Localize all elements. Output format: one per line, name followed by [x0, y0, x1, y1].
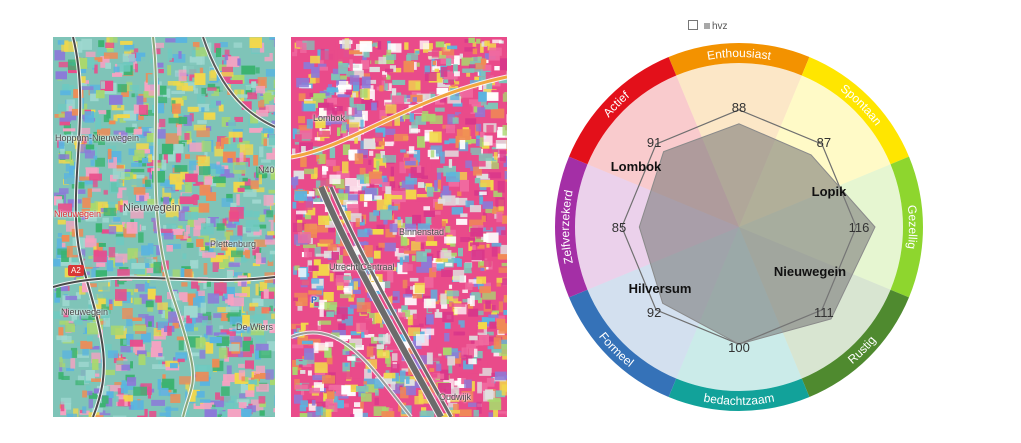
map-label-plettenburg: Plettenburg: [210, 239, 257, 249]
map-nieuwegein[interactable]: Hoppum-Nieuwegein Nieuwegein Nieuwegein …: [53, 37, 275, 417]
value-label: 111: [814, 305, 834, 320]
value-label: 116: [849, 220, 870, 235]
map-label-nieuwegein: Nieuwegein: [123, 202, 181, 214]
legend-swatch-icon: [704, 23, 710, 29]
value-label: 91: [647, 135, 661, 150]
place-label: Hilversum: [629, 281, 692, 296]
road-shield-a2: A2: [68, 265, 84, 276]
place-label: Lopik: [812, 184, 847, 199]
radar-ring-segment: [801, 57, 909, 165]
map-nieuwegein-canvas: [53, 37, 275, 417]
radar-segment-label: Zelfverzekerd: [558, 189, 576, 266]
map-label-nieuwegein-south: Nieuwegein: [61, 307, 109, 317]
map-label-oudwijk: Oudwijk: [439, 392, 472, 402]
map-label-utrecht-centraal: Utrecht Centraal: [329, 262, 395, 272]
map-label-lombok: Lombok: [313, 113, 346, 123]
radar-chart: EnthousiastSpontaanGezelligRustigbedacht…: [555, 43, 923, 411]
place-label: Nieuwegein: [774, 264, 846, 279]
map-label-hoppum: Hoppum-Nieuwegein: [55, 133, 140, 143]
radar-ring-segment: [801, 289, 909, 397]
map-utrecht[interactable]: Lombok Binnenstad Utrecht Centraal Oudwi…: [291, 37, 507, 417]
radar-ring-segment: [890, 156, 923, 298]
value-label: 85: [612, 220, 626, 235]
radar-ring-segment: [569, 289, 677, 397]
radar-segment-label: bedachtzaam: [703, 391, 776, 408]
map-label-nieuwegein-red: Nieuwegein: [54, 209, 102, 219]
radar-ring-segment: [668, 43, 810, 76]
legend-empty-box-icon: [688, 20, 698, 30]
map-utrecht-canvas: [291, 37, 507, 417]
parking-icon: P: [311, 295, 318, 305]
radar-ring-segment: [569, 57, 677, 165]
radar-ring-segment: [555, 156, 588, 298]
map-label-de-wiers: De Wiers: [236, 322, 274, 332]
place-label: Lombok: [611, 159, 662, 174]
legend-series-label: hvz: [712, 21, 728, 32]
radar-ring-segment: [668, 378, 810, 411]
value-label: 87: [817, 135, 831, 150]
value-label: 88: [732, 100, 746, 115]
chart-legend: hvz: [688, 20, 728, 32]
radar-segment-label: Enthousiast: [706, 46, 773, 63]
value-label: 100: [728, 340, 750, 355]
value-label: 92: [647, 305, 661, 320]
data-polygon: [638, 123, 876, 345]
radar-segment-label: Gezellig: [905, 204, 920, 250]
map-label-n40: N40: [258, 165, 275, 175]
map-label-binnenstad: Binnenstad: [399, 227, 445, 237]
